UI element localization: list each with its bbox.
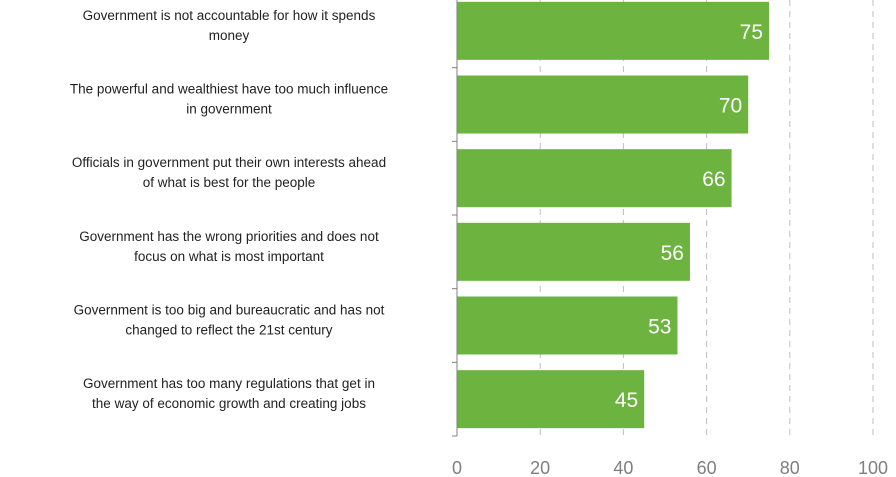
category-label: focus on what is most important (134, 249, 324, 264)
category-label: money (209, 28, 250, 43)
x-tick-label: 0 (452, 458, 462, 477)
category-label: Government has the wrong priorities and … (79, 229, 379, 244)
category-label: the way of economic growth and creating … (92, 396, 366, 411)
category-label: Government is not accountable for how it… (83, 8, 376, 23)
y-axis (452, 0, 458, 437)
x-tick-label: 20 (530, 458, 550, 477)
gridlines (539, 0, 874, 436)
category-label: changed to reflect the 21st century (125, 323, 332, 338)
x-tick-label: 80 (780, 458, 800, 477)
x-tick-label: 100 (858, 458, 888, 477)
data-label: 75 (740, 21, 763, 44)
bar (457, 370, 645, 429)
data-label: 66 (702, 168, 725, 191)
data-label: 45 (615, 389, 638, 412)
category-label: in government (186, 102, 272, 117)
bars: 75 70 66 56 53 45 (457, 1, 769, 429)
x-tick-labels: 0 20 40 60 80 100 (452, 458, 888, 477)
x-tick-label: 40 (613, 458, 633, 477)
bar (457, 1, 769, 60)
data-label: 56 (661, 242, 684, 265)
category-label: Government is too big and bureaucratic a… (74, 303, 385, 318)
bar (457, 296, 678, 355)
category-label: The powerful and wealthiest have too muc… (70, 82, 388, 97)
category-label: Government has too many regulations that… (83, 376, 375, 391)
category-label: of what is best for the people (143, 175, 316, 190)
data-label: 70 (719, 95, 742, 118)
category-label: Officials in government put their own in… (72, 155, 386, 170)
bar (457, 149, 732, 208)
category-labels: Government is not accountable for how it… (70, 8, 388, 411)
bar (457, 75, 749, 134)
x-tick-label: 60 (697, 458, 717, 477)
bar (457, 222, 690, 281)
data-label: 53 (648, 316, 671, 339)
